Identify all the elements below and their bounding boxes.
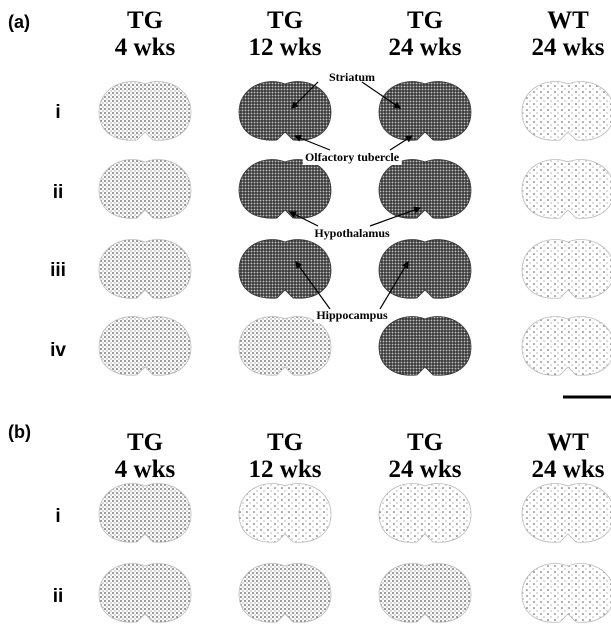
brain-section: [99, 317, 191, 376]
column-title: TG: [127, 429, 163, 456]
row-label: ii: [53, 182, 64, 203]
brain-section: [522, 240, 611, 299]
row-label: ii: [53, 586, 64, 607]
column-title: WT: [547, 7, 589, 34]
column-subtitle: 24 wks: [389, 456, 462, 483]
brain-section: [239, 82, 331, 141]
row-label: iv: [50, 340, 66, 361]
row-label: iii: [50, 260, 66, 281]
annotation: Hippocampus: [316, 308, 388, 322]
annotation: Olfactory tubercle: [305, 150, 400, 164]
column-title: TG: [127, 7, 163, 34]
column-title: TG: [407, 429, 443, 456]
brain-section: [379, 160, 471, 219]
brain-section: [379, 317, 471, 376]
brain-section: [99, 160, 191, 219]
column-subtitle: 24 wks: [389, 34, 462, 61]
row-label: i: [55, 102, 60, 123]
brain-section: [522, 564, 611, 623]
brain-section: [99, 82, 191, 141]
column-subtitle: 24 wks: [532, 34, 605, 61]
brain-section: [379, 564, 471, 623]
brain-section: [522, 484, 611, 543]
brain-section: [522, 160, 611, 219]
column-title: TG: [407, 7, 443, 34]
annotation: Hypothalamus: [314, 226, 390, 240]
brain-section: [379, 82, 471, 141]
brain-section: [99, 564, 191, 623]
brain-section: [239, 160, 331, 219]
column-subtitle: 12 wks: [249, 456, 322, 483]
column-subtitle: 24 wks: [532, 456, 605, 483]
brain-section: [239, 564, 331, 623]
figure: (a)TG4 wksTG12 wksTG24 wksWT24 wksiiiiii…: [0, 0, 611, 627]
column-title: TG: [267, 7, 303, 34]
column-subtitle: 12 wks: [249, 34, 322, 61]
row-label: i: [55, 506, 60, 527]
brain-section: [379, 484, 471, 543]
brain-section: [522, 317, 611, 376]
annotation: Striatum: [329, 70, 375, 84]
brain-section: [99, 484, 191, 543]
brain-section: [99, 240, 191, 299]
panel-label: (b): [8, 422, 31, 442]
panel-label: (a): [8, 12, 30, 32]
brain-section: [522, 82, 611, 141]
column-subtitle: 4 wks: [115, 34, 176, 61]
brain-section: [239, 484, 331, 543]
brain-section: [239, 317, 331, 376]
column-title: WT: [547, 429, 589, 456]
brain-section: [379, 240, 471, 299]
brain-section: [239, 240, 331, 299]
column-title: TG: [267, 429, 303, 456]
column-subtitle: 4 wks: [115, 456, 176, 483]
